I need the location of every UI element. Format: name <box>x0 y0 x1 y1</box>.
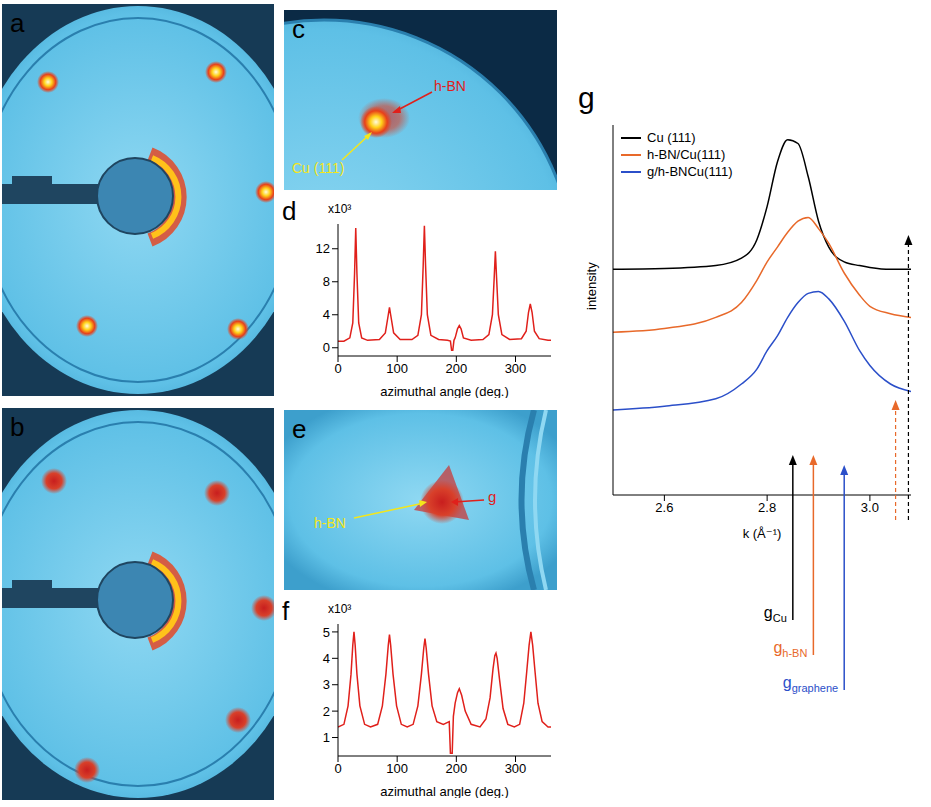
html-text:f: f <box>282 596 290 626</box>
svg-text:0: 0 <box>323 340 330 355</box>
svg-text:4: 4 <box>323 307 330 322</box>
svg-text:gCu: gCu <box>764 604 787 624</box>
html-text:e: e <box>292 414 307 444</box>
html-text:h-BN: h-BN <box>314 515 346 531</box>
html-text:a: a <box>10 8 25 38</box>
svg-text:0: 0 <box>334 361 341 376</box>
svg-text:intensity: intensity <box>584 262 599 310</box>
svg-text:8: 8 <box>323 274 330 289</box>
html-text:h-BN: h-BN <box>434 78 466 94</box>
svg-text:300: 300 <box>505 361 527 376</box>
svg-text:100: 100 <box>386 761 408 776</box>
html-text:h-BN/Cu(111): h-BN/Cu(111) <box>647 147 726 162</box>
html-text:b: b <box>10 412 25 442</box>
svg-text:azimuthal angle (deg.): azimuthal angle (deg.) <box>380 384 509 398</box>
svg-text:4: 4 <box>323 651 330 666</box>
svg-text:2.8: 2.8 <box>758 500 776 515</box>
svg-text:200: 200 <box>445 761 467 776</box>
html-text:g/h-BNCu(111): g/h-BNCu(111) <box>647 164 733 179</box>
svg-text:3.0: 3.0 <box>861 500 879 515</box>
html-text:Cu (111): Cu (111) <box>292 160 345 176</box>
html-text:Cu (111): Cu (111) <box>647 130 696 145</box>
svg-text:ggraphene: ggraphene <box>783 674 838 694</box>
svg-text:5: 5 <box>323 625 330 640</box>
svg-text:300: 300 <box>505 761 527 776</box>
svg-text:azimuthal angle (deg.): azimuthal angle (deg.) <box>380 784 509 798</box>
html-text:g: g <box>488 488 497 505</box>
svg-text:k (Å⁻¹): k (Å⁻¹) <box>743 526 782 541</box>
html-text:c: c <box>292 14 305 44</box>
svg-text:100: 100 <box>386 361 408 376</box>
svg-text:2.6: 2.6 <box>655 500 673 515</box>
html-text:d: d <box>282 196 297 226</box>
svg-text:3: 3 <box>323 677 330 692</box>
svg-text:12: 12 <box>316 241 330 256</box>
html-text:x10³: x10³ <box>328 602 352 616</box>
svg-text:gh-BN: gh-BN <box>773 639 807 659</box>
svg-text:200: 200 <box>445 361 467 376</box>
html-text:g: g <box>578 81 595 114</box>
svg-text:0: 0 <box>334 761 341 776</box>
html-text:x10³: x10³ <box>328 202 352 216</box>
svg-text:1: 1 <box>323 730 330 745</box>
svg-text:2: 2 <box>323 704 330 719</box>
